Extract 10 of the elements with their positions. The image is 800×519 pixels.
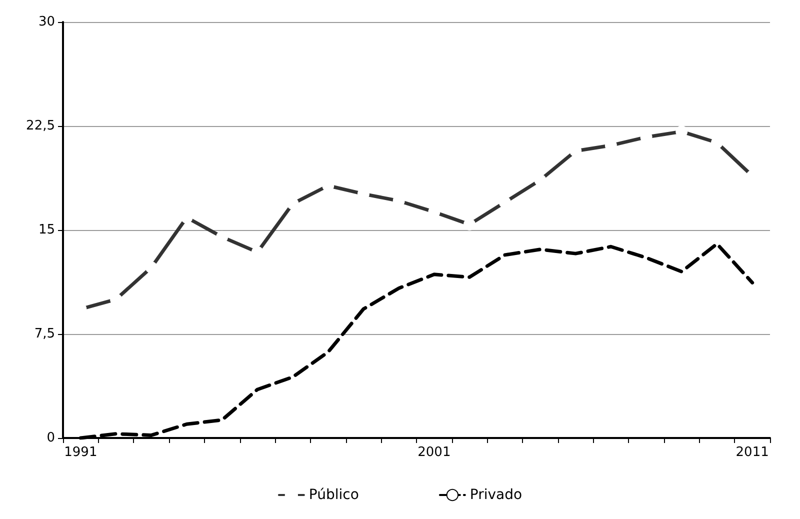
legend-label: Público <box>308 487 359 503</box>
x-tick-label: 2001 <box>418 445 451 460</box>
y-tick-label: 0 <box>46 430 55 446</box>
y-tick-label: 7,5 <box>34 326 55 342</box>
y-tick-label: 15 <box>38 222 55 238</box>
y-tick-label: 22,5 <box>26 118 55 134</box>
y-tick-label: 30 <box>38 14 55 30</box>
legend-label: Privado <box>470 487 522 503</box>
x-tick-label: 2011 <box>736 445 769 460</box>
x-tick-label: 1991 <box>64 445 98 460</box>
